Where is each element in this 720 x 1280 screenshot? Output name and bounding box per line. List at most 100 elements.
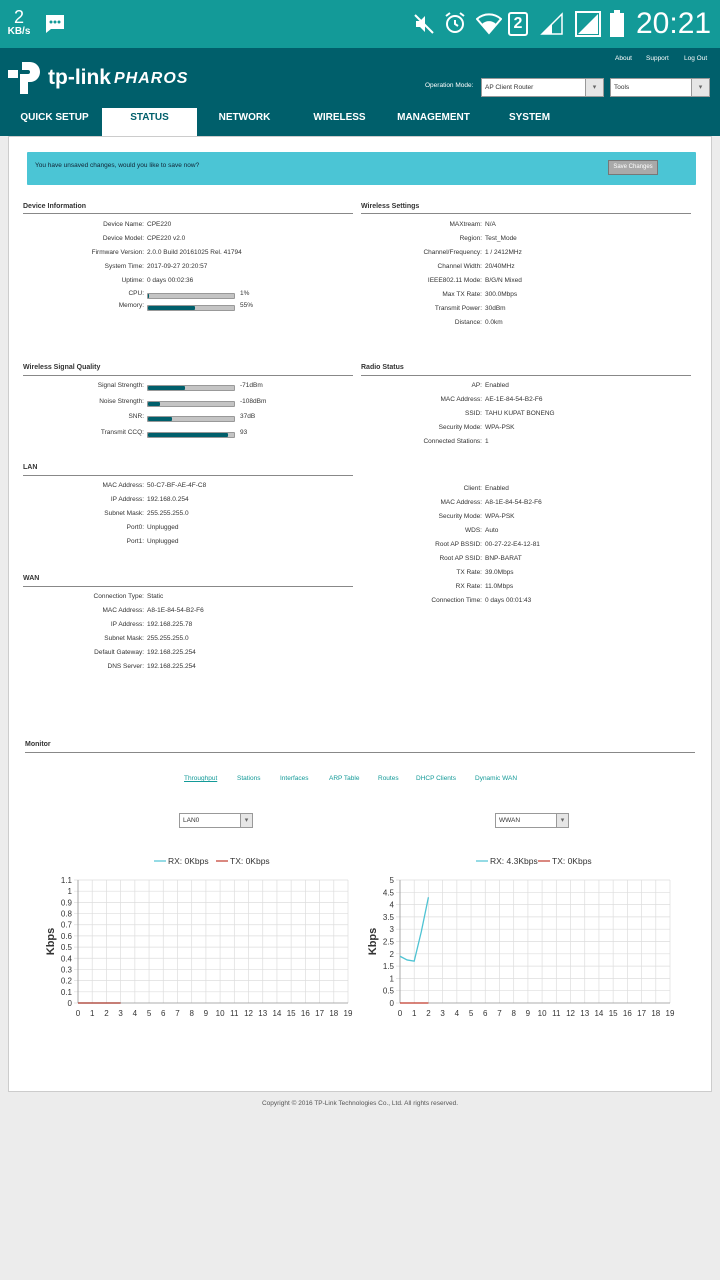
tab-system[interactable]: SYSTEM bbox=[508, 112, 551, 123]
chevron-down-icon: ▾ bbox=[556, 814, 568, 827]
radio-client-label: RX Rate: bbox=[455, 583, 482, 590]
wireless-setting-label: Distance: bbox=[454, 319, 482, 326]
y-tick-label: 0.9 bbox=[61, 898, 73, 907]
lan-label: Port0: bbox=[126, 524, 144, 531]
lan-label: Port1: bbox=[126, 538, 144, 545]
legend-label: TX: 0Kbps bbox=[230, 856, 270, 866]
x-tick-label: 8 bbox=[511, 1009, 516, 1018]
tab-management[interactable]: MANAGEMENT bbox=[397, 112, 470, 123]
x-tick-label: 13 bbox=[258, 1009, 267, 1018]
wireless-setting-value: 0.0km bbox=[485, 319, 503, 326]
wan-label: Subnet Mask: bbox=[104, 635, 144, 642]
radio-client-label: Root AP BSSID: bbox=[435, 541, 482, 548]
x-tick-label: 16 bbox=[623, 1009, 632, 1018]
x-tick-label: 15 bbox=[609, 1009, 618, 1018]
cpu-label: CPU: bbox=[128, 290, 144, 297]
unsaved-notice-text: You have unsaved changes, would you like… bbox=[35, 162, 200, 169]
signal-quality-value: 93 bbox=[240, 428, 248, 436]
lan-title: LAN bbox=[23, 464, 38, 471]
lan-value: 50-C7-BF-AE-4F-C8 bbox=[147, 482, 207, 489]
tab-throughput[interactable]: Throughput bbox=[184, 775, 218, 782]
signal-quality-value: -71dBm bbox=[240, 382, 263, 389]
operation-mode-value: AP Client Router bbox=[485, 84, 534, 91]
tab-wireless[interactable]: WIRELESS bbox=[313, 112, 366, 123]
save-changes-button[interactable]: Save Changes bbox=[608, 160, 658, 175]
wan-value: Static bbox=[147, 593, 164, 600]
signal-quality-bar bbox=[147, 385, 235, 391]
wireless-setting-label: IEEE802.11 Mode: bbox=[427, 277, 482, 284]
about-link[interactable]: About bbox=[615, 55, 632, 62]
radio-client-value: A8-1E-84-54-B2-F6 bbox=[485, 499, 542, 506]
wifi-icon bbox=[476, 13, 502, 35]
x-tick-label: 0 bbox=[398, 1009, 403, 1018]
logout-link[interactable]: Log Out bbox=[684, 55, 708, 62]
tab-dynamic-wan[interactable]: Dynamic WAN bbox=[475, 775, 518, 782]
radio-status-title: Radio Status bbox=[361, 364, 404, 371]
interface-select-right[interactable]: WWAN ▾ bbox=[495, 813, 569, 828]
wireless-settings-title: Wireless Settings bbox=[361, 203, 420, 210]
tab-interfaces[interactable]: Interfaces bbox=[280, 775, 309, 782]
operation-mode-select[interactable]: AP Client Router ▾ bbox=[481, 78, 604, 97]
tab-network[interactable]: NETWORK bbox=[218, 112, 271, 123]
y-tick-label: 1 bbox=[390, 974, 395, 983]
device-info-value: CPE220 v2.0 bbox=[147, 235, 186, 242]
y-axis-label: Kbps bbox=[367, 928, 379, 956]
x-tick-label: 5 bbox=[147, 1009, 152, 1018]
wireless-setting-label: MAXtream: bbox=[449, 221, 482, 228]
lan-value: Unplugged bbox=[147, 538, 179, 545]
x-tick-label: 14 bbox=[594, 1009, 603, 1018]
divider bbox=[23, 586, 353, 587]
y-tick-label: 5 bbox=[390, 876, 395, 885]
x-tick-label: 6 bbox=[483, 1009, 488, 1018]
interface-select-left[interactable]: LAN0 ▾ bbox=[179, 813, 253, 828]
x-tick-label: 7 bbox=[175, 1009, 180, 1018]
divider bbox=[23, 375, 353, 376]
tab-status[interactable]: STATUS bbox=[102, 108, 197, 137]
memory-bar bbox=[147, 305, 235, 311]
signal-quality-bar-fill bbox=[148, 432, 228, 437]
main-nav: QUICK SETUP STATUS NETWORK WIRELESS MANA… bbox=[0, 108, 720, 137]
support-link[interactable]: Support bbox=[646, 55, 669, 62]
wan-value: 192.168.225.78 bbox=[147, 621, 193, 628]
x-tick-label: 14 bbox=[272, 1009, 281, 1018]
lan-value: Unplugged bbox=[147, 524, 179, 531]
x-tick-label: 11 bbox=[230, 1009, 239, 1018]
x-tick-label: 4 bbox=[133, 1009, 138, 1018]
y-tick-label: 0.4 bbox=[61, 954, 73, 963]
wireless-setting-label: Channel Width: bbox=[437, 263, 482, 270]
device-info-value: 2017-09-27 20:20:57 bbox=[147, 263, 208, 270]
tools-select[interactable]: Tools ▾ bbox=[610, 78, 710, 97]
wireless-setting-value: 1 / 2412MHz bbox=[485, 249, 522, 256]
y-tick-label: 4 bbox=[390, 901, 395, 910]
y-tick-label: 2 bbox=[390, 950, 395, 959]
radio-client-value: BNP-BARAT bbox=[485, 555, 522, 562]
radio-client-label: Client: bbox=[463, 485, 482, 492]
series-line-rx bbox=[399, 897, 430, 962]
tab-quick-setup[interactable]: QUICK SETUP bbox=[20, 112, 89, 123]
tab-stations[interactable]: Stations bbox=[237, 775, 261, 782]
device-info-label: Device Model: bbox=[102, 235, 144, 242]
y-tick-label: 0.7 bbox=[61, 921, 73, 930]
radio-ap-label: Connected Stations: bbox=[423, 438, 482, 445]
radio-ap-value: WPA-PSK bbox=[485, 424, 515, 431]
legend-label: TX: 0Kbps bbox=[552, 856, 592, 866]
divider bbox=[361, 375, 691, 376]
radio-client-value: Enabled bbox=[485, 485, 509, 492]
x-tick-label: 5 bbox=[469, 1009, 474, 1018]
clock: 20:21 bbox=[636, 7, 712, 40]
x-tick-label: 19 bbox=[666, 1009, 675, 1018]
radio-client-label: Security Mode: bbox=[438, 513, 482, 520]
device-info-value: 2.0.0 Build 20161025 Rel. 41794 bbox=[147, 249, 242, 256]
signal-quality-bar-fill bbox=[148, 401, 161, 406]
wan-label: Connection Type: bbox=[93, 593, 144, 600]
tab-arp-table[interactable]: ARP Table bbox=[329, 775, 360, 782]
wan-value: 192.168.225.254 bbox=[147, 649, 196, 656]
legend-label: RX: 4.3Kbps bbox=[490, 856, 538, 866]
wan-title: WAN bbox=[23, 575, 40, 582]
signal-quality-bar-fill bbox=[148, 386, 185, 390]
tab-routes[interactable]: Routes bbox=[378, 775, 399, 782]
tab-dhcp-clients[interactable]: DHCP Clients bbox=[416, 775, 456, 782]
chevron-down-icon: ▾ bbox=[585, 79, 603, 96]
radio-ap-value: AE-1E-84-54-B2-F6 bbox=[485, 396, 543, 403]
